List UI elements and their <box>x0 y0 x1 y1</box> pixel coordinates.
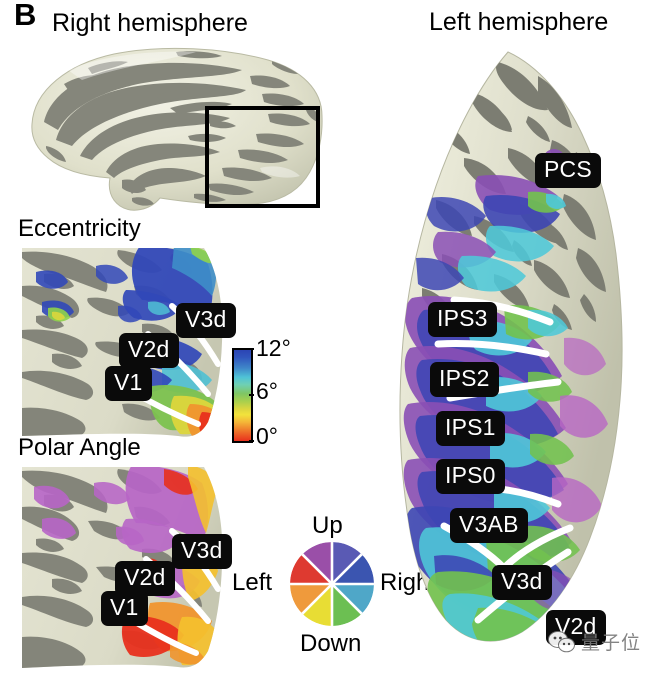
colorbar-label-min: 0° <box>256 423 278 449</box>
region-label-ips0: IPS0 <box>436 459 505 494</box>
right-hemisphere-title: Right hemisphere <box>52 9 248 37</box>
left-hemisphere-title: Left hemisphere <box>429 8 609 36</box>
region-label-v3d-left: V3d <box>492 565 552 600</box>
region-label-pcs: PCS <box>535 153 601 188</box>
eccentricity-title: Eccentricity <box>18 215 141 242</box>
region-label-ips2: IPS2 <box>430 362 499 397</box>
region-label-v1-polar-angle: V1 <box>101 591 148 626</box>
watermark-text: 量子位 <box>581 632 642 654</box>
colorbar-label-mid: 6° <box>256 378 278 404</box>
polar-angle-color-wheel-legend: Up Right Down Left <box>232 512 436 660</box>
polar-angle-title: Polar Angle <box>18 434 141 461</box>
region-label-v2d-eccentricity: V2d <box>119 333 179 368</box>
region-label-ips1: IPS1 <box>436 411 505 446</box>
wechat-icon <box>548 630 576 654</box>
colorbar-label-max: 12° <box>256 335 291 361</box>
wheel-label-left: Left <box>232 569 273 596</box>
wheel-label-down: Down <box>300 630 362 657</box>
right-hemisphere-surface <box>10 38 330 218</box>
wheel-label-up: Up <box>312 512 343 539</box>
color-wheel <box>290 542 374 626</box>
region-label-v1-eccentricity: V1 <box>105 366 152 401</box>
region-label-v2d-polar-angle: V2d <box>115 561 175 596</box>
colorbar-tick-12 <box>249 348 254 350</box>
roi-selection-box <box>205 106 320 208</box>
region-label-ips3: IPS3 <box>428 302 497 337</box>
watermark: 量子位 <box>548 628 641 655</box>
region-label-v3ab: V3AB <box>450 508 528 543</box>
region-label-v3d-eccentricity: V3d <box>176 303 236 338</box>
colorbar-tick-0 <box>249 440 254 442</box>
colorbar-tick-6 <box>249 394 254 396</box>
region-label-v3d-polar-angle: V3d <box>172 534 232 569</box>
panel-letter: B <box>14 0 36 32</box>
